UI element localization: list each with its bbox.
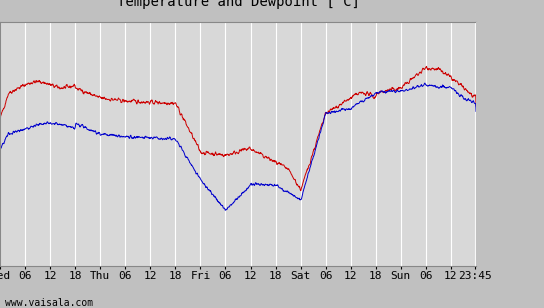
Text: Temperature and Dewpoint [’C]: Temperature and Dewpoint [’C]: [116, 0, 360, 9]
Text: www.vaisala.com: www.vaisala.com: [5, 298, 94, 308]
